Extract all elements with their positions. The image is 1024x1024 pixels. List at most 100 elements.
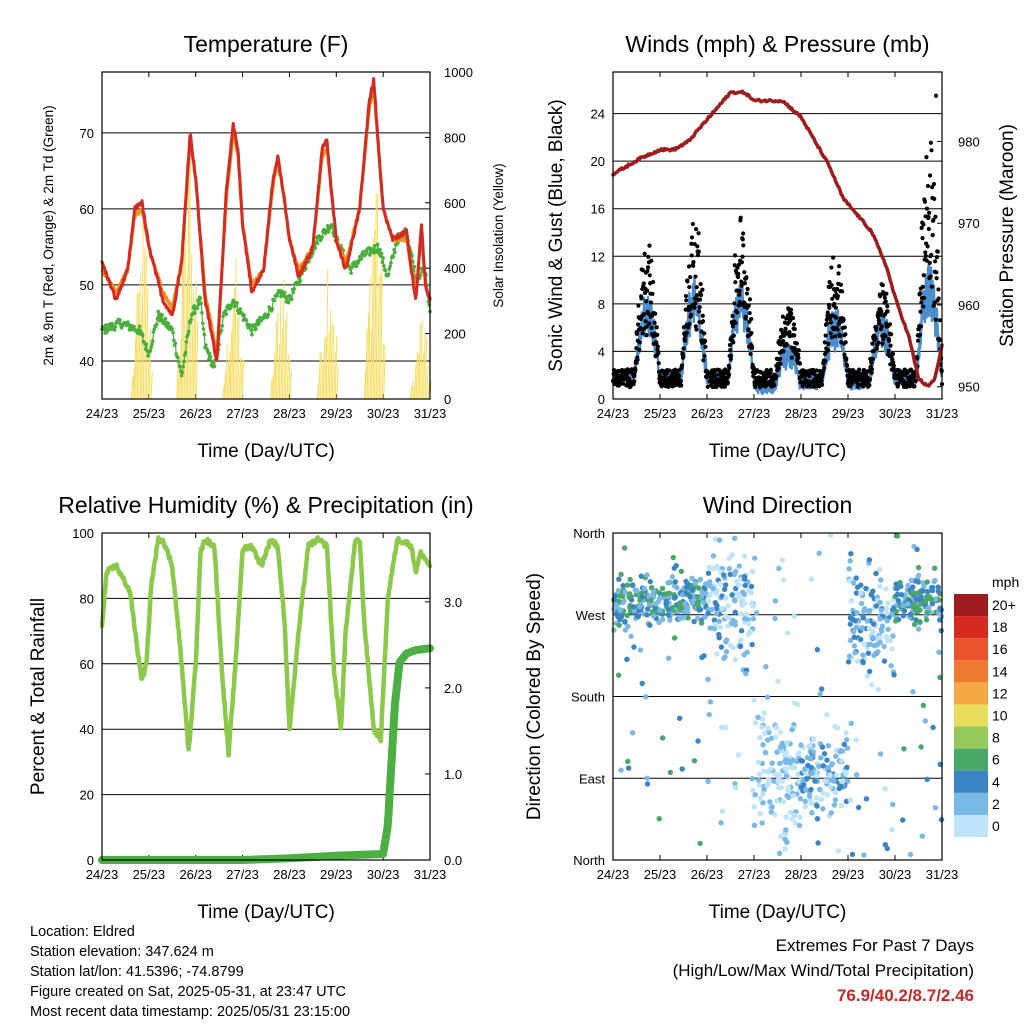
x-tick-label: 28/23 [273, 406, 306, 421]
gust-point [741, 243, 746, 248]
direction-point [714, 605, 720, 612]
gust-point [726, 372, 732, 377]
gust-point [927, 173, 933, 178]
direction-point [630, 582, 636, 588]
solar-spike [176, 366, 179, 400]
direction-point [876, 566, 883, 573]
solar-spike [285, 312, 288, 400]
direction-point [848, 598, 855, 604]
gust-point [701, 358, 706, 363]
direction-point [760, 742, 766, 748]
plot-border [101, 532, 431, 861]
direction-point [816, 786, 823, 793]
direction-point [802, 803, 809, 810]
direction-point [783, 773, 789, 779]
gust-point [740, 237, 745, 242]
station-latlon: Station lat/lon: 41.5396; -74.8799 [30, 964, 244, 980]
colorbar-label: 0 [992, 818, 1000, 834]
direction-point [649, 609, 655, 615]
colorbar-label: 16 [992, 641, 1008, 657]
direction-point [852, 650, 858, 656]
gust-point [891, 363, 896, 368]
direction-point [769, 804, 775, 810]
y-right-tick-label: 400 [444, 261, 466, 276]
direction-point [929, 584, 936, 591]
x-tick-label: 30/23 [367, 406, 400, 421]
gust-point [928, 274, 933, 279]
direction-point [744, 611, 750, 618]
direction-point [699, 589, 705, 595]
direction-point [665, 606, 672, 613]
direction-point [722, 582, 729, 588]
gust-point [739, 279, 744, 284]
solar-spike [318, 351, 321, 400]
direction-point [893, 581, 899, 587]
gust-point [780, 314, 785, 319]
y-tick-label: 60 [80, 202, 94, 217]
solar-spike [330, 322, 333, 400]
direction-point [657, 594, 663, 601]
gust-point [632, 373, 637, 378]
direction-point [732, 622, 738, 628]
direction-point [773, 725, 780, 731]
x-tick-label: 27/23 [738, 867, 771, 882]
solar-spike [417, 353, 420, 400]
gust-point [639, 296, 644, 301]
direction-point [659, 616, 666, 623]
direction-point [765, 776, 772, 782]
direction-point [663, 601, 669, 607]
direction-point [889, 611, 895, 617]
gust-point [784, 343, 789, 348]
direction-point [775, 778, 781, 785]
gust-point [694, 293, 700, 298]
gust-point [834, 286, 840, 291]
gust-point [843, 340, 848, 345]
gust-point [728, 356, 733, 362]
direction-point [924, 776, 930, 783]
direction-point [848, 551, 854, 557]
direction-point [753, 610, 760, 616]
solar-spike [228, 352, 231, 400]
direction-point [736, 563, 742, 569]
direction-point [626, 594, 632, 600]
colorbar-swatch [954, 704, 988, 727]
gust-point [879, 309, 884, 314]
direction-point [705, 610, 711, 616]
solar-spike [225, 343, 228, 400]
direction-point [749, 775, 756, 782]
direction-point [706, 711, 712, 718]
solar-spike [415, 351, 419, 400]
gust-point [655, 344, 660, 349]
solar-spike [235, 318, 239, 400]
gust-point [644, 299, 649, 304]
gust-point [644, 324, 649, 329]
station-elevation: Station elevation: 347.624 m [30, 944, 214, 960]
solar-spike [372, 229, 376, 400]
gust-point [793, 347, 798, 352]
gust-point [654, 341, 659, 346]
gust-point [776, 366, 781, 371]
gust-point [700, 319, 706, 324]
gust-point [679, 363, 685, 368]
direction-point [824, 792, 831, 798]
gust-point [847, 369, 852, 375]
gust-point [749, 330, 754, 336]
direction-point [889, 646, 895, 652]
gust-point [703, 344, 708, 349]
gust-point [796, 348, 801, 353]
direction-point [712, 599, 718, 606]
direction-point [749, 568, 756, 575]
direction-point [761, 710, 768, 716]
gust-point [693, 301, 698, 306]
direction-point [870, 634, 876, 641]
direction-point [860, 652, 866, 658]
gust-point [820, 371, 825, 377]
gust-point [792, 333, 797, 338]
y-tick-label: 40 [80, 722, 94, 737]
solar-spike [269, 378, 273, 400]
direction-point [861, 852, 867, 858]
gust-point [879, 324, 884, 329]
direction-point [725, 603, 731, 609]
direction-point [631, 644, 637, 650]
gust-point [686, 264, 692, 269]
